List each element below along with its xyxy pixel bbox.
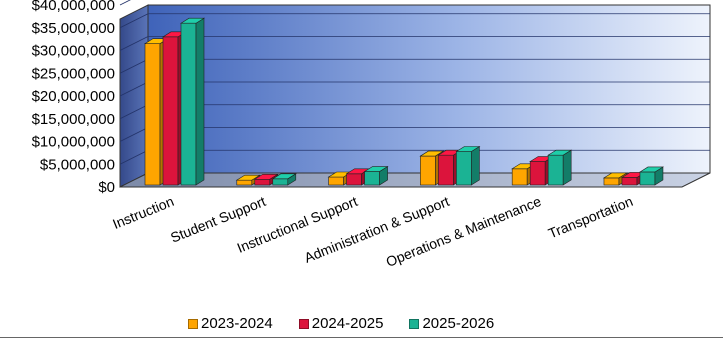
gridlines (119, 0, 710, 165)
legend-swatch (298, 318, 309, 329)
gridline-side (119, 13, 149, 29)
x-tick-label: Instruction (110, 193, 176, 232)
bottom-divider (0, 337, 723, 338)
y-tick-label: $30,000,000 (32, 43, 115, 60)
y-tick-label: $20,000,000 (32, 88, 115, 105)
bar (179, 17, 206, 186)
y-tick-label: $10,000,000 (32, 134, 115, 151)
gridline-side (119, 81, 149, 97)
gridline-side (119, 104, 149, 120)
legend: 2023-2024 2024-2025 2025-2026 (188, 315, 520, 332)
bar (547, 149, 573, 186)
gridline-side (119, 0, 131, 6)
y-tick-label: $0 (98, 179, 115, 196)
legend-swatch (188, 318, 198, 329)
y-tick-label: $5,000,000 (40, 156, 115, 173)
y-tick-label: $25,000,000 (32, 65, 115, 82)
bar (638, 166, 665, 186)
bar (363, 165, 389, 186)
y-tick-label: $35,000,000 (32, 20, 115, 37)
legend-label: 2024-2025 (311, 315, 384, 332)
legend-item: 2025-2026 (409, 315, 494, 332)
plot-area (119, 4, 711, 188)
y-tick-label: $40,000,000 (32, 0, 115, 14)
gridline-side (119, 127, 149, 142)
legend-label: 2025-2026 (422, 315, 495, 332)
y-axis-ticks: $0 $5,000,000 $10,000,000 $15,000,000 $20,00… (32, 0, 115, 196)
legend-label: 2023-2024 (201, 315, 273, 332)
x-tick-label: Operations & Maintenance (384, 193, 544, 270)
legend-item: 2024-2025 (298, 315, 384, 332)
y-tick-label: $15,000,000 (32, 111, 115, 128)
legend-item: 2023-2024 (188, 315, 273, 332)
legend-swatch (409, 318, 420, 329)
gridline-side (119, 58, 149, 74)
bar (455, 145, 481, 186)
gridline-side (119, 149, 149, 165)
x-tick-label: Transportation (546, 193, 635, 241)
bar (271, 173, 297, 186)
gridline-side (119, 36, 149, 51)
bars (143, 17, 665, 186)
